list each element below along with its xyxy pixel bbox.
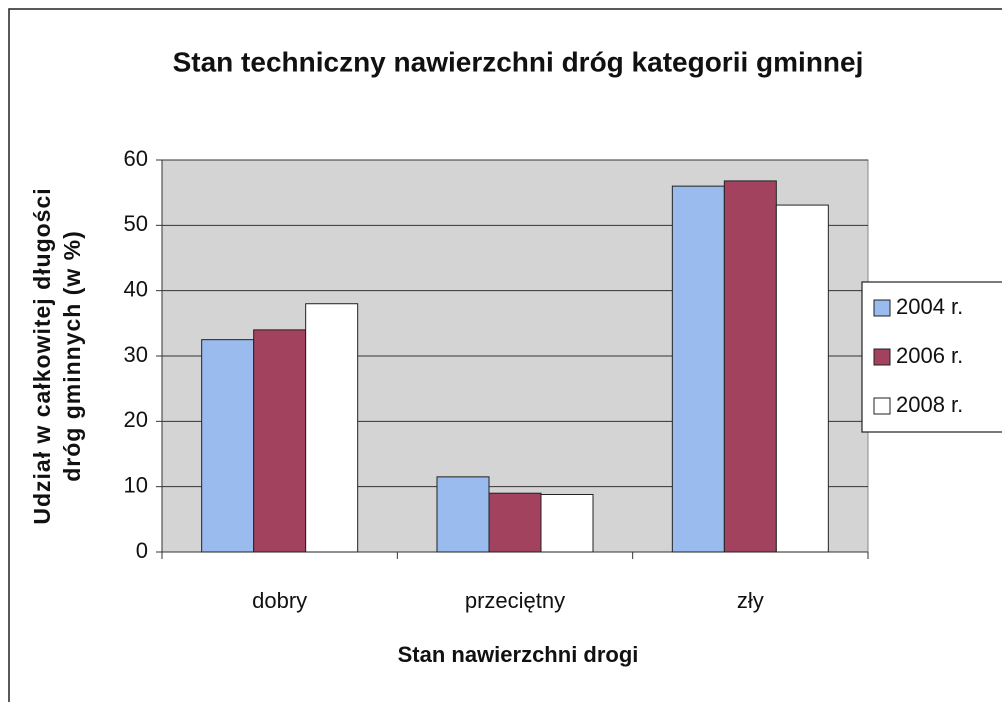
chart-title: Stan techniczny nawierzchni dróg kategor… <box>173 46 864 77</box>
bar <box>253 329 307 553</box>
y-tick-label: 20 <box>124 407 148 432</box>
y-tick-label: 10 <box>124 472 148 497</box>
x-tick-label: zły <box>737 588 764 613</box>
y-tick-label: 60 <box>124 146 148 171</box>
legend-label: 2006 r. <box>896 343 963 368</box>
y-tick-label: 30 <box>124 342 148 367</box>
bar <box>201 339 255 553</box>
y-tick-label: 50 <box>124 211 148 236</box>
x-tick-label: dobry <box>252 588 307 613</box>
y-axis-label: Udział w całkowitej długości dróg gminny… <box>29 187 85 524</box>
legend-swatch <box>873 299 891 317</box>
bar <box>436 476 490 553</box>
bar <box>305 303 359 553</box>
bar <box>775 204 829 553</box>
x-axis-label: Stan nawierzchni drogi <box>398 642 639 667</box>
legend-swatch <box>873 397 891 415</box>
x-tick-label: przeciętny <box>465 588 565 613</box>
y-tick-label: 40 <box>124 276 148 301</box>
y-axis-label-line: Udział w całkowitej długości <box>29 187 55 524</box>
legend-label: 2004 r. <box>896 294 963 319</box>
y-axis-label-line: dróg gminnych (w %) <box>59 230 85 482</box>
legend-label: 2008 r. <box>896 392 963 417</box>
bar <box>540 494 594 553</box>
legend-swatch <box>873 348 891 366</box>
bar <box>671 185 725 553</box>
bar <box>723 180 777 553</box>
y-tick-label: 0 <box>136 538 148 563</box>
bar <box>488 492 542 553</box>
